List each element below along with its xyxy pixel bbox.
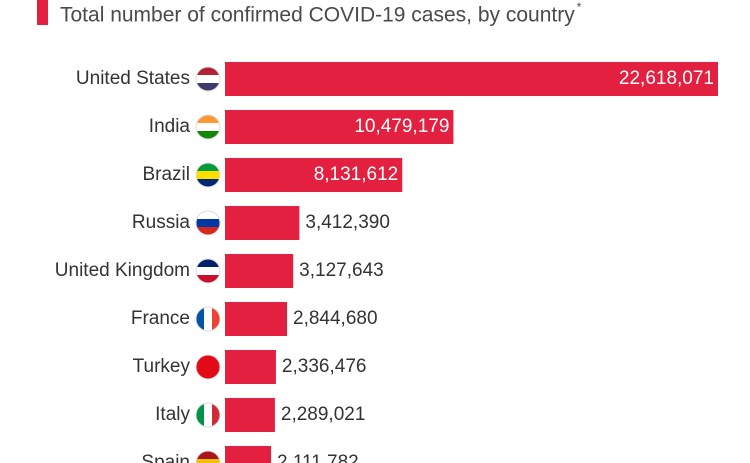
bar — [225, 398, 275, 432]
flag-stripe — [196, 371, 220, 379]
flag-stripe — [196, 83, 220, 91]
value-label: 8,131,612 — [314, 164, 399, 185]
category-label: Turkey — [133, 356, 191, 377]
title-note-marker: * — [577, 0, 582, 14]
flag-stripe — [196, 227, 220, 235]
flag-stripe — [196, 307, 204, 331]
flag-outline — [195, 402, 221, 428]
bar — [225, 254, 294, 288]
flag-stripe — [204, 307, 212, 331]
category-label: United States — [76, 68, 190, 89]
bar — [225, 446, 272, 463]
flag-stripe — [196, 179, 220, 187]
flag-outline — [195, 114, 221, 140]
category-label: Russia — [132, 212, 191, 233]
flag-outline — [195, 66, 221, 92]
flag-stripe — [196, 459, 220, 463]
bar — [225, 158, 403, 192]
flag-outline — [195, 450, 221, 463]
bar — [225, 62, 718, 96]
flag-stripe — [196, 131, 220, 139]
value-label: 10,479,179 — [354, 116, 449, 137]
value-label: 2,289,021 — [281, 404, 366, 425]
flag-outline — [195, 210, 221, 236]
value-label: 2,111,782 — [277, 452, 359, 463]
category-label: France — [131, 308, 190, 329]
category-label: Brazil — [142, 164, 190, 185]
flag-stripe — [196, 267, 220, 275]
flag-stripe — [212, 307, 220, 331]
category-label: United Kingdom — [55, 260, 190, 281]
flag-stripe — [196, 123, 220, 131]
category-label: India — [149, 116, 191, 137]
flag-stripe — [196, 75, 220, 83]
bar — [225, 350, 276, 384]
category-label: Spain — [141, 452, 190, 463]
value-label: 22,618,071 — [619, 68, 714, 89]
flag-outline — [195, 162, 221, 188]
flag-stripe — [196, 355, 220, 363]
bar — [225, 206, 300, 240]
flag-stripe — [212, 403, 220, 427]
value-label: 2,844,680 — [293, 308, 378, 329]
value-label: 3,127,643 — [299, 260, 384, 281]
bar — [225, 110, 454, 144]
flag-outline — [195, 306, 221, 332]
flag-stripe — [196, 211, 220, 219]
flag-stripe — [196, 451, 220, 459]
bar — [225, 302, 288, 336]
flag-stripe — [196, 171, 220, 179]
flag-stripe — [196, 219, 220, 227]
flag-stripe — [196, 275, 220, 283]
value-label: 2,336,476 — [282, 356, 367, 377]
chart-title: Total number of confirmed COVID-19 cases… — [60, 4, 575, 27]
flag-outline — [195, 258, 221, 284]
flag-stripe — [196, 163, 220, 171]
title-accent — [37, 0, 48, 25]
flag-outline — [195, 354, 221, 380]
category-label: Italy — [155, 404, 190, 425]
flag-stripe — [204, 403, 212, 427]
flag-stripe — [196, 259, 220, 267]
flag-stripe — [196, 363, 220, 371]
flag-stripe — [196, 115, 220, 123]
value-label: 3,412,390 — [305, 212, 390, 233]
flag-stripe — [196, 67, 220, 75]
flag-stripe — [196, 403, 204, 427]
